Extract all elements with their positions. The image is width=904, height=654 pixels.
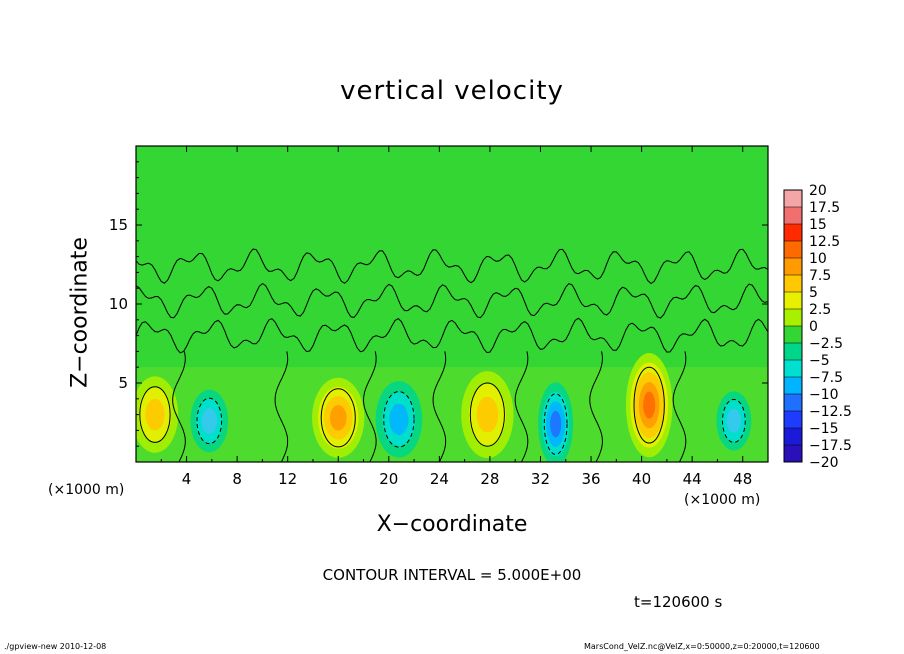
colorbar-segment [784, 360, 802, 377]
x-tick-label: 4 [182, 470, 192, 488]
colorbar-label: −7.5 [809, 370, 843, 386]
x-unit-label-left: (×1000 m) [48, 482, 125, 498]
colorbar-label: 20 [809, 183, 827, 199]
x-tick-label: 40 [632, 470, 651, 488]
x-tick-label: 20 [379, 470, 398, 488]
x-tick-label: 48 [733, 470, 752, 488]
colorbar-label: 17.5 [809, 200, 840, 216]
y-tick-label: 15 [109, 216, 128, 234]
lower-band [136, 367, 768, 462]
colorbar-label: −10 [809, 387, 839, 403]
colorbar-segment [784, 411, 802, 428]
velocity-cell-2 [190, 389, 229, 453]
colorbar-label: 15 [809, 217, 827, 233]
footer-right-text: MarsCond_VelZ.nc@VelZ,x=0:50000,z=0:2000… [584, 642, 820, 651]
colorbar-label: 12.5 [809, 234, 840, 250]
colorbar-segment [784, 428, 802, 445]
colorbar-segment [784, 394, 802, 411]
colorbar-segment [784, 292, 802, 309]
x-tick-label: 28 [480, 470, 499, 488]
colorbar-segment [784, 207, 802, 224]
x-unit-label-right: (×1000 m) [684, 492, 761, 508]
chart-title: vertical velocity [340, 76, 564, 106]
y-tick-label: 5 [118, 374, 128, 392]
colorbar-segment [784, 326, 802, 343]
colorbar-label: 0 [809, 319, 818, 335]
colorbar-segment [784, 275, 802, 292]
colorbar-label: −20 [809, 455, 839, 471]
colorbar-label: 7.5 [809, 268, 831, 284]
plot-area [136, 146, 768, 462]
colorbar-segment [784, 377, 802, 394]
velocity-cell-8 [716, 391, 752, 451]
x-tick-label: 12 [278, 470, 297, 488]
colorbar-segment [784, 445, 802, 462]
colorbar-segment [784, 309, 802, 326]
colorbar-segment [784, 190, 802, 207]
colorbar-label: −5 [809, 353, 830, 369]
contour-interval-text: CONTOUR INTERVAL = 5.000E+00 [322, 566, 582, 584]
colorbar-segment [784, 241, 802, 258]
colorbar-segment [784, 258, 802, 275]
velocity-cell-7 [625, 352, 673, 458]
x-tick-label: 16 [329, 470, 348, 488]
x-axis-label: X−coordinate [376, 512, 528, 537]
colorbar-label: −2.5 [809, 336, 843, 352]
x-tick-label: 44 [683, 470, 702, 488]
velocity-cell-3 [312, 377, 365, 458]
velocity-cell-5 [461, 371, 514, 459]
y-tick-label: 10 [109, 295, 128, 313]
colorbar-label: 10 [809, 251, 827, 267]
colorbar-label: 5 [809, 285, 818, 301]
colorbar-label: −12.5 [809, 404, 852, 420]
x-tick-label: 8 [232, 470, 242, 488]
x-tick-label: 24 [430, 470, 449, 488]
colorbar: 2017.51512.5107.552.50−2.5−5−7.5−10−12.5… [783, 183, 852, 471]
velocity-cell-4 [375, 381, 423, 458]
footer-left-text: ./gpview-new 2010-12-08 [4, 642, 107, 651]
time-label: t=120600 s [634, 593, 723, 611]
colorbar-label: −17.5 [809, 438, 852, 454]
x-tick-label: 36 [581, 470, 600, 488]
colorbar-segment [784, 343, 802, 360]
colorbar-label: −15 [809, 421, 839, 437]
velocity-cell-1 [136, 376, 179, 453]
velocity-cell-6 [538, 382, 574, 462]
colorbar-label: 2.5 [809, 302, 831, 318]
colorbar-segment [784, 224, 802, 241]
zero-contours [136, 248, 768, 462]
x-tick-label: 32 [531, 470, 550, 488]
